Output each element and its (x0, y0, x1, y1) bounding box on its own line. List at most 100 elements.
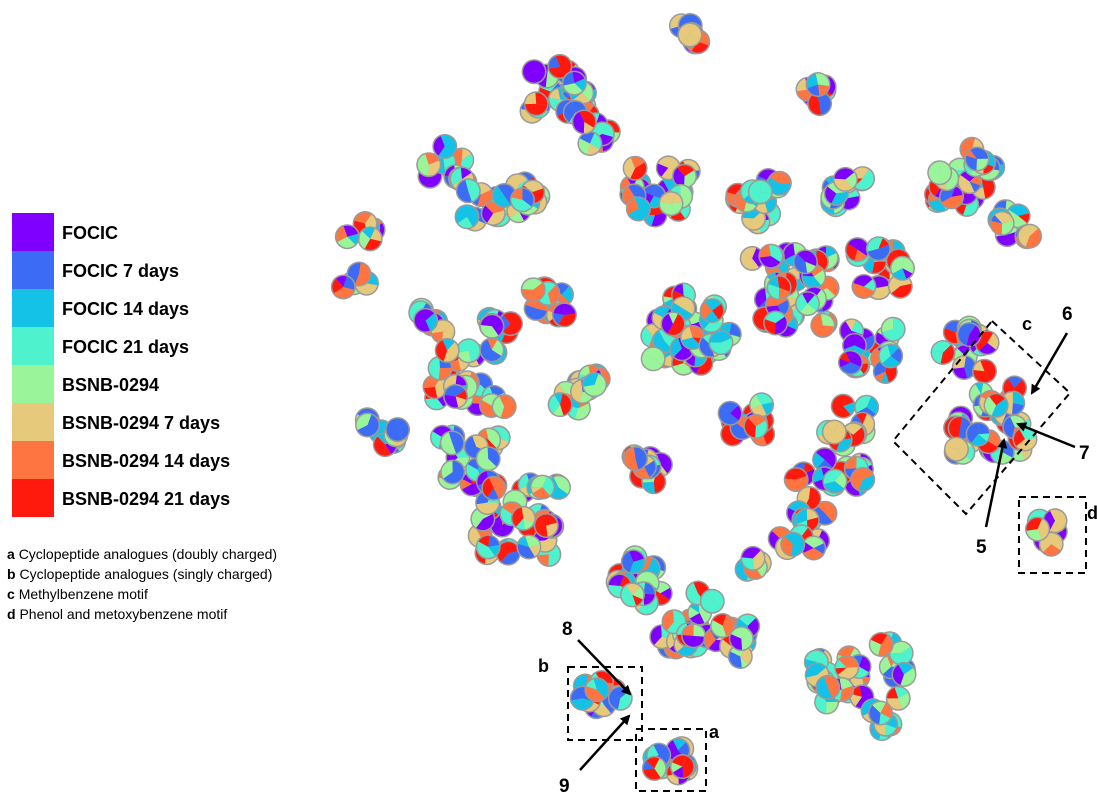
node-slice (867, 237, 883, 252)
node-slice (796, 293, 808, 312)
network-node (743, 413, 769, 439)
node-slice (808, 93, 821, 115)
node-slice (1003, 416, 1015, 438)
node-slice (457, 350, 471, 362)
network-node (832, 166, 858, 192)
node-slice (848, 238, 866, 250)
node-slice (686, 582, 705, 605)
node-slice (424, 386, 438, 398)
node-slice (629, 558, 645, 573)
node-slice (364, 238, 381, 250)
node-slice (682, 634, 705, 647)
network-node (577, 131, 603, 156)
node-slice (769, 245, 782, 262)
box-c: c (891, 314, 1072, 516)
node-slice (971, 434, 987, 446)
node-slice (852, 282, 874, 298)
box-d-label: d (1087, 503, 1097, 523)
network-node (510, 505, 536, 531)
node-slice (851, 479, 863, 490)
node-slice (774, 316, 787, 334)
node-slice (887, 344, 899, 356)
node-slice (769, 172, 791, 184)
network-node (989, 210, 1015, 236)
box-a-label: a (709, 722, 720, 742)
node-slice (962, 445, 974, 461)
node-slice (843, 395, 854, 407)
node-slice (343, 276, 355, 290)
node-slice (455, 210, 467, 223)
node-slice (854, 249, 867, 261)
node-slice (704, 310, 719, 322)
network-node (355, 412, 380, 438)
network-node (758, 243, 784, 269)
node-slice (579, 366, 591, 377)
legend-swatch (12, 327, 54, 365)
network-node (717, 400, 743, 426)
node-slice (845, 479, 860, 496)
node-slice (642, 354, 663, 370)
marker-6: 6 (1030, 304, 1073, 395)
node-slice (443, 342, 459, 362)
marker-8: 8 (562, 619, 632, 696)
node-slice (578, 138, 590, 155)
network-node (658, 191, 684, 217)
node-slice (945, 438, 968, 450)
network-node (699, 298, 725, 324)
node-slice (489, 477, 505, 499)
network-node (660, 311, 686, 337)
node-slice (740, 656, 748, 668)
node-slice (524, 71, 546, 83)
network-node (434, 337, 460, 363)
node-slice (548, 554, 560, 566)
node-slice (1018, 225, 1038, 247)
network-node (821, 419, 847, 445)
network-node (443, 383, 469, 409)
network-node (622, 155, 648, 181)
network-node (481, 475, 507, 501)
node-slice (816, 502, 837, 522)
network-node (413, 307, 439, 333)
legend-label: BSNB-0294 (62, 375, 160, 395)
network-node (699, 588, 725, 614)
node-slice (443, 461, 464, 484)
node-slice (710, 338, 733, 354)
node-slice (441, 461, 453, 479)
node-slice (583, 374, 606, 396)
node-slice (647, 745, 659, 760)
node-slice (549, 97, 561, 109)
node-slice (800, 303, 816, 315)
node-slice (969, 181, 980, 192)
node-slice (672, 363, 693, 375)
network-node (944, 436, 969, 462)
node-slice (823, 422, 846, 443)
node-slice (811, 314, 834, 337)
node-slice (1037, 518, 1049, 540)
node-slice (425, 397, 444, 409)
node-slice (457, 216, 473, 228)
node-slice (523, 181, 544, 193)
network-node (740, 545, 766, 571)
node-slice (853, 275, 873, 287)
node-slice (626, 583, 640, 595)
node-slice (941, 195, 963, 208)
node-slice (480, 339, 492, 356)
node-slice (843, 423, 862, 435)
node-slice (547, 285, 559, 304)
node-slice (902, 268, 913, 279)
box-b-label: b (538, 656, 549, 676)
node-slice (805, 261, 816, 273)
node-slice (662, 313, 674, 334)
node-slice (659, 201, 676, 215)
network-node (677, 22, 703, 48)
node-slice (653, 331, 672, 352)
network-node (530, 474, 555, 500)
node-slice (816, 92, 831, 115)
node-slice (435, 377, 447, 398)
box-a: a (635, 722, 720, 792)
node-slice (956, 446, 968, 458)
node-slice (617, 691, 632, 710)
node-slice (704, 299, 722, 311)
node-slice (574, 674, 589, 689)
